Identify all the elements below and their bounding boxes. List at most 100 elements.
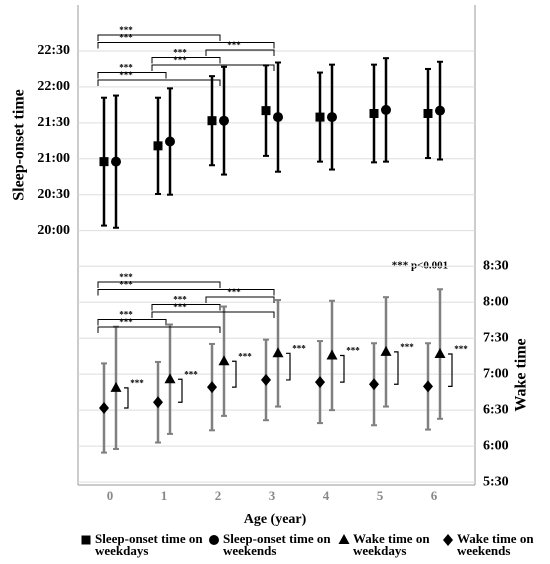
sig-bracket: [97, 281, 221, 288]
sig-label: ***: [173, 302, 187, 312]
x-tick-label: 2: [215, 488, 222, 503]
pair-bracket: [448, 353, 453, 388]
marker-circle: [381, 104, 391, 115]
y-tick-label: 22:30: [37, 43, 70, 58]
pair-label: ***: [346, 346, 360, 356]
marker-square: [81, 535, 91, 545]
marker-diamond: [315, 376, 325, 389]
sig-bracket: [97, 319, 167, 326]
marker-square: [153, 141, 163, 151]
y2-tick-label: 6:30: [483, 402, 509, 417]
sig-bracket: [151, 304, 221, 311]
y2-tick-label: 8:30: [483, 258, 509, 273]
marker-diamond: [99, 401, 109, 414]
marker-square: [99, 157, 109, 167]
sig-label: ***: [119, 272, 133, 282]
x-axis-title: Age (year): [244, 512, 307, 527]
legend-label: Wake time on weekdays: [353, 531, 430, 558]
sig-bracket: [97, 326, 221, 333]
pair-bracket: [394, 351, 399, 385]
y-tick-label: 21:30: [37, 115, 70, 130]
marker-triangle: [272, 347, 284, 358]
x-tick-label: 3: [269, 488, 276, 503]
marker-diamond: [369, 378, 379, 391]
x-tick-label: 6: [431, 488, 438, 503]
pair-label: ***: [130, 378, 144, 388]
marker-diamond: [423, 380, 433, 393]
x-tick-label: 1: [161, 488, 168, 503]
sig-label: ***: [173, 48, 187, 58]
marker-triangle: [434, 348, 446, 359]
sig-bracket: [151, 57, 221, 64]
marker-square: [315, 112, 325, 122]
y2-tick-label: 7:30: [483, 330, 509, 345]
sig-bracket: [151, 311, 275, 318]
sig-label: ***: [119, 33, 133, 43]
sig-bracket: [205, 49, 275, 56]
sig-label: ***: [173, 295, 187, 305]
marker-square: [207, 116, 217, 126]
marker-triangle: [110, 381, 122, 392]
sig-bracket: [97, 79, 221, 86]
marker-diamond: [207, 381, 217, 394]
pair-bracket: [286, 352, 291, 381]
sig-bracket: [97, 34, 221, 41]
x-tick-label: 5: [377, 488, 384, 503]
marker-diamond: [153, 396, 163, 409]
marker-circle: [327, 112, 337, 123]
pair-label: ***: [238, 351, 252, 361]
y-tick-label: 20:30: [37, 187, 70, 202]
marker-circle: [435, 105, 445, 116]
sig-label: ***: [173, 55, 187, 65]
y2-axis-title: Wake time: [513, 338, 530, 411]
y2-tick-label: 7:00: [483, 366, 509, 381]
marker-triangle: [380, 345, 392, 356]
marker-circle: [209, 535, 219, 545]
marker-circle: [273, 112, 283, 123]
pair-bracket: [232, 360, 237, 388]
x-tick-label: 0: [107, 488, 114, 503]
y-tick-label: 22:00: [37, 79, 70, 94]
marker-diamond: [443, 534, 453, 546]
pair-bracket: [178, 378, 183, 403]
legend-label: Sleep-onset time on weekdays: [95, 531, 203, 558]
sig-label: ***: [119, 63, 133, 73]
legend-label: Sleep-onset time on weekends: [223, 531, 331, 558]
marker-diamond: [261, 373, 271, 386]
sig-bracket: [97, 42, 275, 49]
marker-circle: [219, 115, 229, 126]
pair-label: ***: [184, 369, 198, 379]
y2-tick-label: 6:00: [483, 438, 509, 453]
pair-label: ***: [454, 344, 468, 354]
sig-label: ***: [119, 317, 133, 327]
sig-bracket: [97, 72, 167, 79]
sig-label: ***: [227, 287, 241, 297]
sig-label: ***: [119, 70, 133, 80]
sig-label: ***: [119, 310, 133, 320]
note: *** p<0.001: [392, 260, 448, 272]
y-tick-label: 21:00: [37, 151, 70, 166]
marker-square: [423, 109, 433, 119]
x-tick-label: 4: [323, 488, 330, 503]
sig-label: ***: [119, 25, 133, 35]
y-axis-title: Sleep-onset time: [11, 89, 28, 201]
sig-label: ***: [119, 280, 133, 290]
sig-label: ***: [227, 40, 241, 50]
marker-triangle: [164, 373, 176, 384]
marker-square: [369, 109, 379, 119]
y-tick-label: 20:00: [37, 223, 70, 238]
pair-bracket: [340, 354, 345, 383]
y2-tick-label: 5:30: [483, 474, 509, 489]
pair-bracket: [124, 387, 129, 409]
pair-label: ***: [292, 343, 306, 353]
sig-bracket: [205, 296, 275, 303]
pair-label: ***: [400, 342, 414, 352]
marker-triangle: [326, 349, 338, 360]
marker-circle: [111, 156, 121, 167]
marker-triangle: [338, 534, 350, 544]
legend-label: Wake time on weekends: [457, 531, 534, 558]
marker-square: [261, 106, 271, 116]
marker-triangle: [218, 355, 230, 366]
